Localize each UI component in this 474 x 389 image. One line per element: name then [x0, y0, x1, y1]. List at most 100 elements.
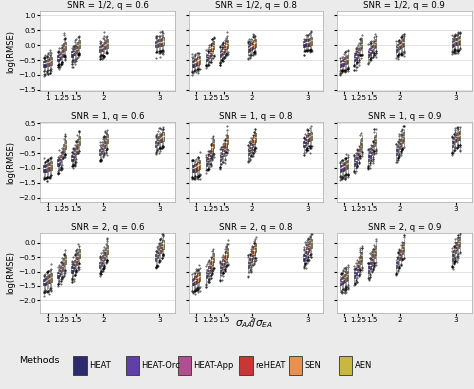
Bar [64, 140, 66, 149]
Bar [360, 142, 361, 151]
Bar [357, 153, 358, 160]
Bar [156, 40, 158, 47]
Bar [305, 138, 306, 145]
Bar [368, 155, 369, 161]
Bar [99, 149, 100, 155]
Bar [161, 39, 162, 46]
Bar [104, 42, 105, 49]
Bar [209, 51, 210, 58]
Bar [346, 161, 347, 169]
Bar [247, 262, 249, 268]
Bar [211, 256, 213, 265]
Bar [452, 254, 453, 261]
Bar [191, 61, 193, 67]
Bar [360, 42, 361, 50]
Bar [193, 60, 194, 67]
Bar [225, 251, 227, 259]
Bar [74, 48, 75, 54]
Bar [341, 60, 343, 66]
Bar [104, 140, 105, 148]
Bar [397, 44, 399, 50]
Bar [374, 137, 375, 146]
Bar [77, 42, 78, 50]
Bar [161, 242, 162, 251]
Bar [43, 279, 45, 286]
Bar [344, 162, 346, 170]
Bar [107, 39, 108, 47]
Bar [62, 49, 63, 57]
Bar [77, 139, 78, 147]
Bar [73, 152, 74, 159]
Bar [73, 356, 87, 375]
Bar [400, 40, 401, 48]
Bar [308, 244, 309, 252]
Title: SNR = 2, q = 0.9: SNR = 2, q = 0.9 [367, 223, 441, 232]
Bar [222, 149, 224, 156]
Bar [178, 356, 191, 375]
Bar [224, 256, 225, 264]
Bar [211, 44, 213, 51]
Bar [43, 61, 45, 67]
Bar [158, 136, 159, 143]
Bar [71, 155, 73, 161]
Bar [309, 241, 310, 249]
Bar [346, 272, 347, 281]
Bar [196, 275, 197, 282]
Bar [79, 40, 80, 49]
Bar [57, 272, 58, 278]
Bar [196, 58, 197, 65]
Bar [43, 165, 45, 172]
Bar [341, 277, 343, 284]
Bar [369, 262, 371, 269]
Bar [227, 248, 228, 257]
Bar [360, 255, 361, 264]
Bar [62, 151, 63, 159]
Bar [227, 40, 228, 48]
Bar [156, 251, 158, 258]
Bar [73, 263, 74, 270]
Bar [71, 51, 73, 57]
Bar [155, 254, 156, 261]
Bar [191, 279, 193, 286]
Bar [354, 159, 355, 166]
Bar [457, 37, 459, 45]
Bar [60, 266, 62, 274]
Text: Methods: Methods [19, 356, 59, 364]
Bar [347, 159, 348, 168]
Bar [397, 257, 399, 264]
Bar [375, 135, 376, 143]
Bar [457, 240, 459, 249]
Bar [375, 246, 376, 255]
Bar [343, 59, 344, 66]
Bar [219, 266, 221, 273]
Bar [311, 131, 312, 140]
Bar [221, 263, 222, 270]
Bar [209, 266, 210, 273]
Bar [455, 135, 456, 142]
Bar [225, 41, 227, 49]
Bar [206, 55, 207, 61]
Bar [194, 59, 196, 66]
Bar [100, 147, 102, 154]
Bar [197, 57, 199, 65]
Bar [399, 142, 400, 149]
Bar [74, 149, 75, 157]
Bar [59, 158, 60, 165]
Bar [197, 161, 199, 170]
Bar [163, 37, 164, 46]
Bar [197, 273, 199, 282]
Bar [99, 262, 100, 268]
Bar [250, 143, 252, 150]
Bar [252, 42, 253, 49]
Text: HEAT-Orc: HEAT-Orc [141, 361, 180, 370]
Bar [339, 356, 352, 375]
Text: HEAT: HEAT [89, 361, 111, 370]
Bar [456, 242, 457, 251]
Bar [57, 159, 58, 166]
Bar [207, 54, 208, 60]
Bar [219, 51, 221, 57]
Bar [369, 48, 371, 55]
Bar [253, 247, 255, 255]
Bar [252, 139, 253, 147]
Y-axis label: log(RMSE): log(RMSE) [7, 251, 16, 294]
